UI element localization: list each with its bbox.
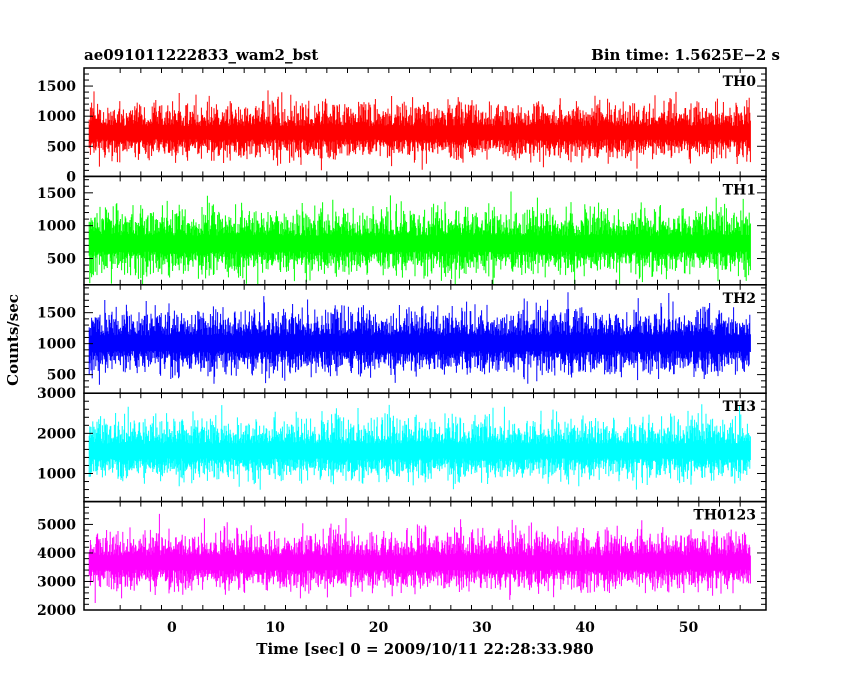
y-tick-label: 500: [47, 252, 76, 268]
y-tick-label: 1500: [37, 306, 76, 322]
x-tick-label: 10: [265, 620, 285, 636]
panel-th0123: 2000 3000 4000 5000 TH0123: [37, 500, 767, 619]
y-tick-label: 1500: [37, 79, 76, 95]
y-tick-label: 3000: [37, 386, 76, 402]
x-tick-label: 0: [167, 620, 177, 636]
panel-th1: 500 1000 1500 TH1: [37, 175, 767, 286]
y-tick-label: 1000: [37, 109, 76, 125]
y-tick-label: 5000: [37, 517, 76, 533]
series-th2: [88, 292, 751, 385]
y-tick-label: 1000: [37, 466, 76, 482]
y-tick-label: 500: [47, 139, 76, 155]
y-tick-label: 0: [66, 169, 76, 185]
chart-header-left: ae091011222833_wam2_bst: [84, 46, 318, 64]
series-th3: [88, 404, 751, 490]
x-axis-title: Time [sec] 0 = 2009/10/11 22:28:33.980: [256, 640, 593, 658]
y-tick-label: 2000: [37, 603, 76, 619]
y-tick-label: 1000: [37, 219, 76, 235]
panel-name-label: TH0123: [693, 508, 756, 524]
x-tick-label: 50: [679, 620, 699, 636]
series-th0: [88, 90, 751, 171]
x-tick-label: 40: [575, 620, 595, 636]
panel-th2: 500 1000 1500 TH2: [37, 284, 767, 394]
panel-th0: 0 500 1000 1500 TH0: [37, 67, 767, 185]
panel-frame: [83, 500, 767, 611]
panel-name-label: TH1: [723, 182, 756, 198]
panel-name-label: TH0: [723, 74, 757, 90]
y-axis-title: Counts/sec: [4, 294, 22, 386]
chart-header-right: Bin time: 1.5625E−2 s: [591, 46, 780, 64]
x-tick-label: 30: [472, 620, 492, 636]
series-th1: [88, 191, 751, 285]
panel-name-label: TH2: [723, 291, 756, 307]
y-tick-label: 1500: [37, 186, 76, 202]
y-tick-label: 1000: [37, 337, 76, 353]
y-tick-label: 500: [47, 368, 76, 384]
x-tick-label: 20: [369, 620, 389, 636]
panel-name-label: TH3: [723, 399, 756, 415]
panel-th3: 1000 2000 3000 TH3: [37, 386, 767, 503]
series-th0123: [88, 513, 751, 603]
y-tick-label: 4000: [37, 546, 76, 562]
y-tick-label: 3000: [37, 574, 76, 590]
y-tick-label: 2000: [37, 426, 76, 442]
